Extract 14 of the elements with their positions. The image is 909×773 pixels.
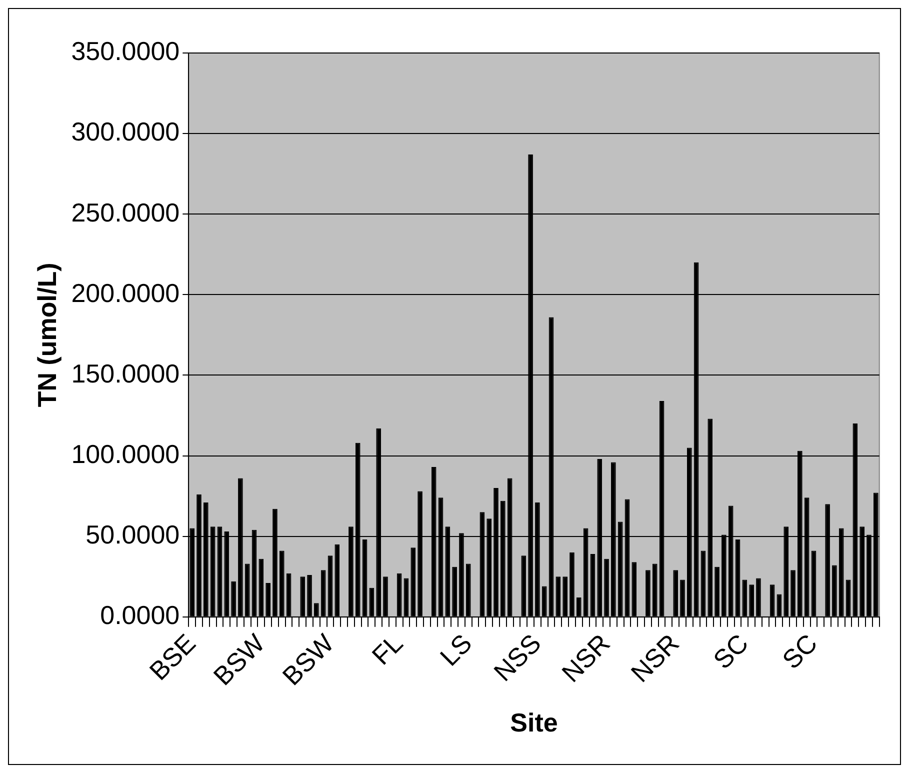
x-tick-label: LS — [434, 628, 478, 672]
y-tick-label: 300.0000 — [71, 116, 180, 147]
y-tick-label: 50.0000 — [86, 519, 180, 550]
y-tick-label: 350.0000 — [71, 36, 180, 66]
y-tick-label: 150.0000 — [71, 358, 180, 388]
y-tick-label: 0.0000 — [100, 600, 180, 630]
y-tick-label: 250.0000 — [71, 197, 180, 228]
x-tick-label: SC — [707, 628, 754, 675]
y-tick-label: 200.0000 — [71, 278, 180, 308]
x-tick-label: SC — [776, 628, 824, 675]
y-axis-title: TN (umol/L) — [32, 262, 62, 408]
y-tick-label: 100.0000 — [71, 438, 180, 469]
x-tick-label: FL — [366, 628, 409, 671]
x-axis-title: Site — [510, 708, 558, 738]
